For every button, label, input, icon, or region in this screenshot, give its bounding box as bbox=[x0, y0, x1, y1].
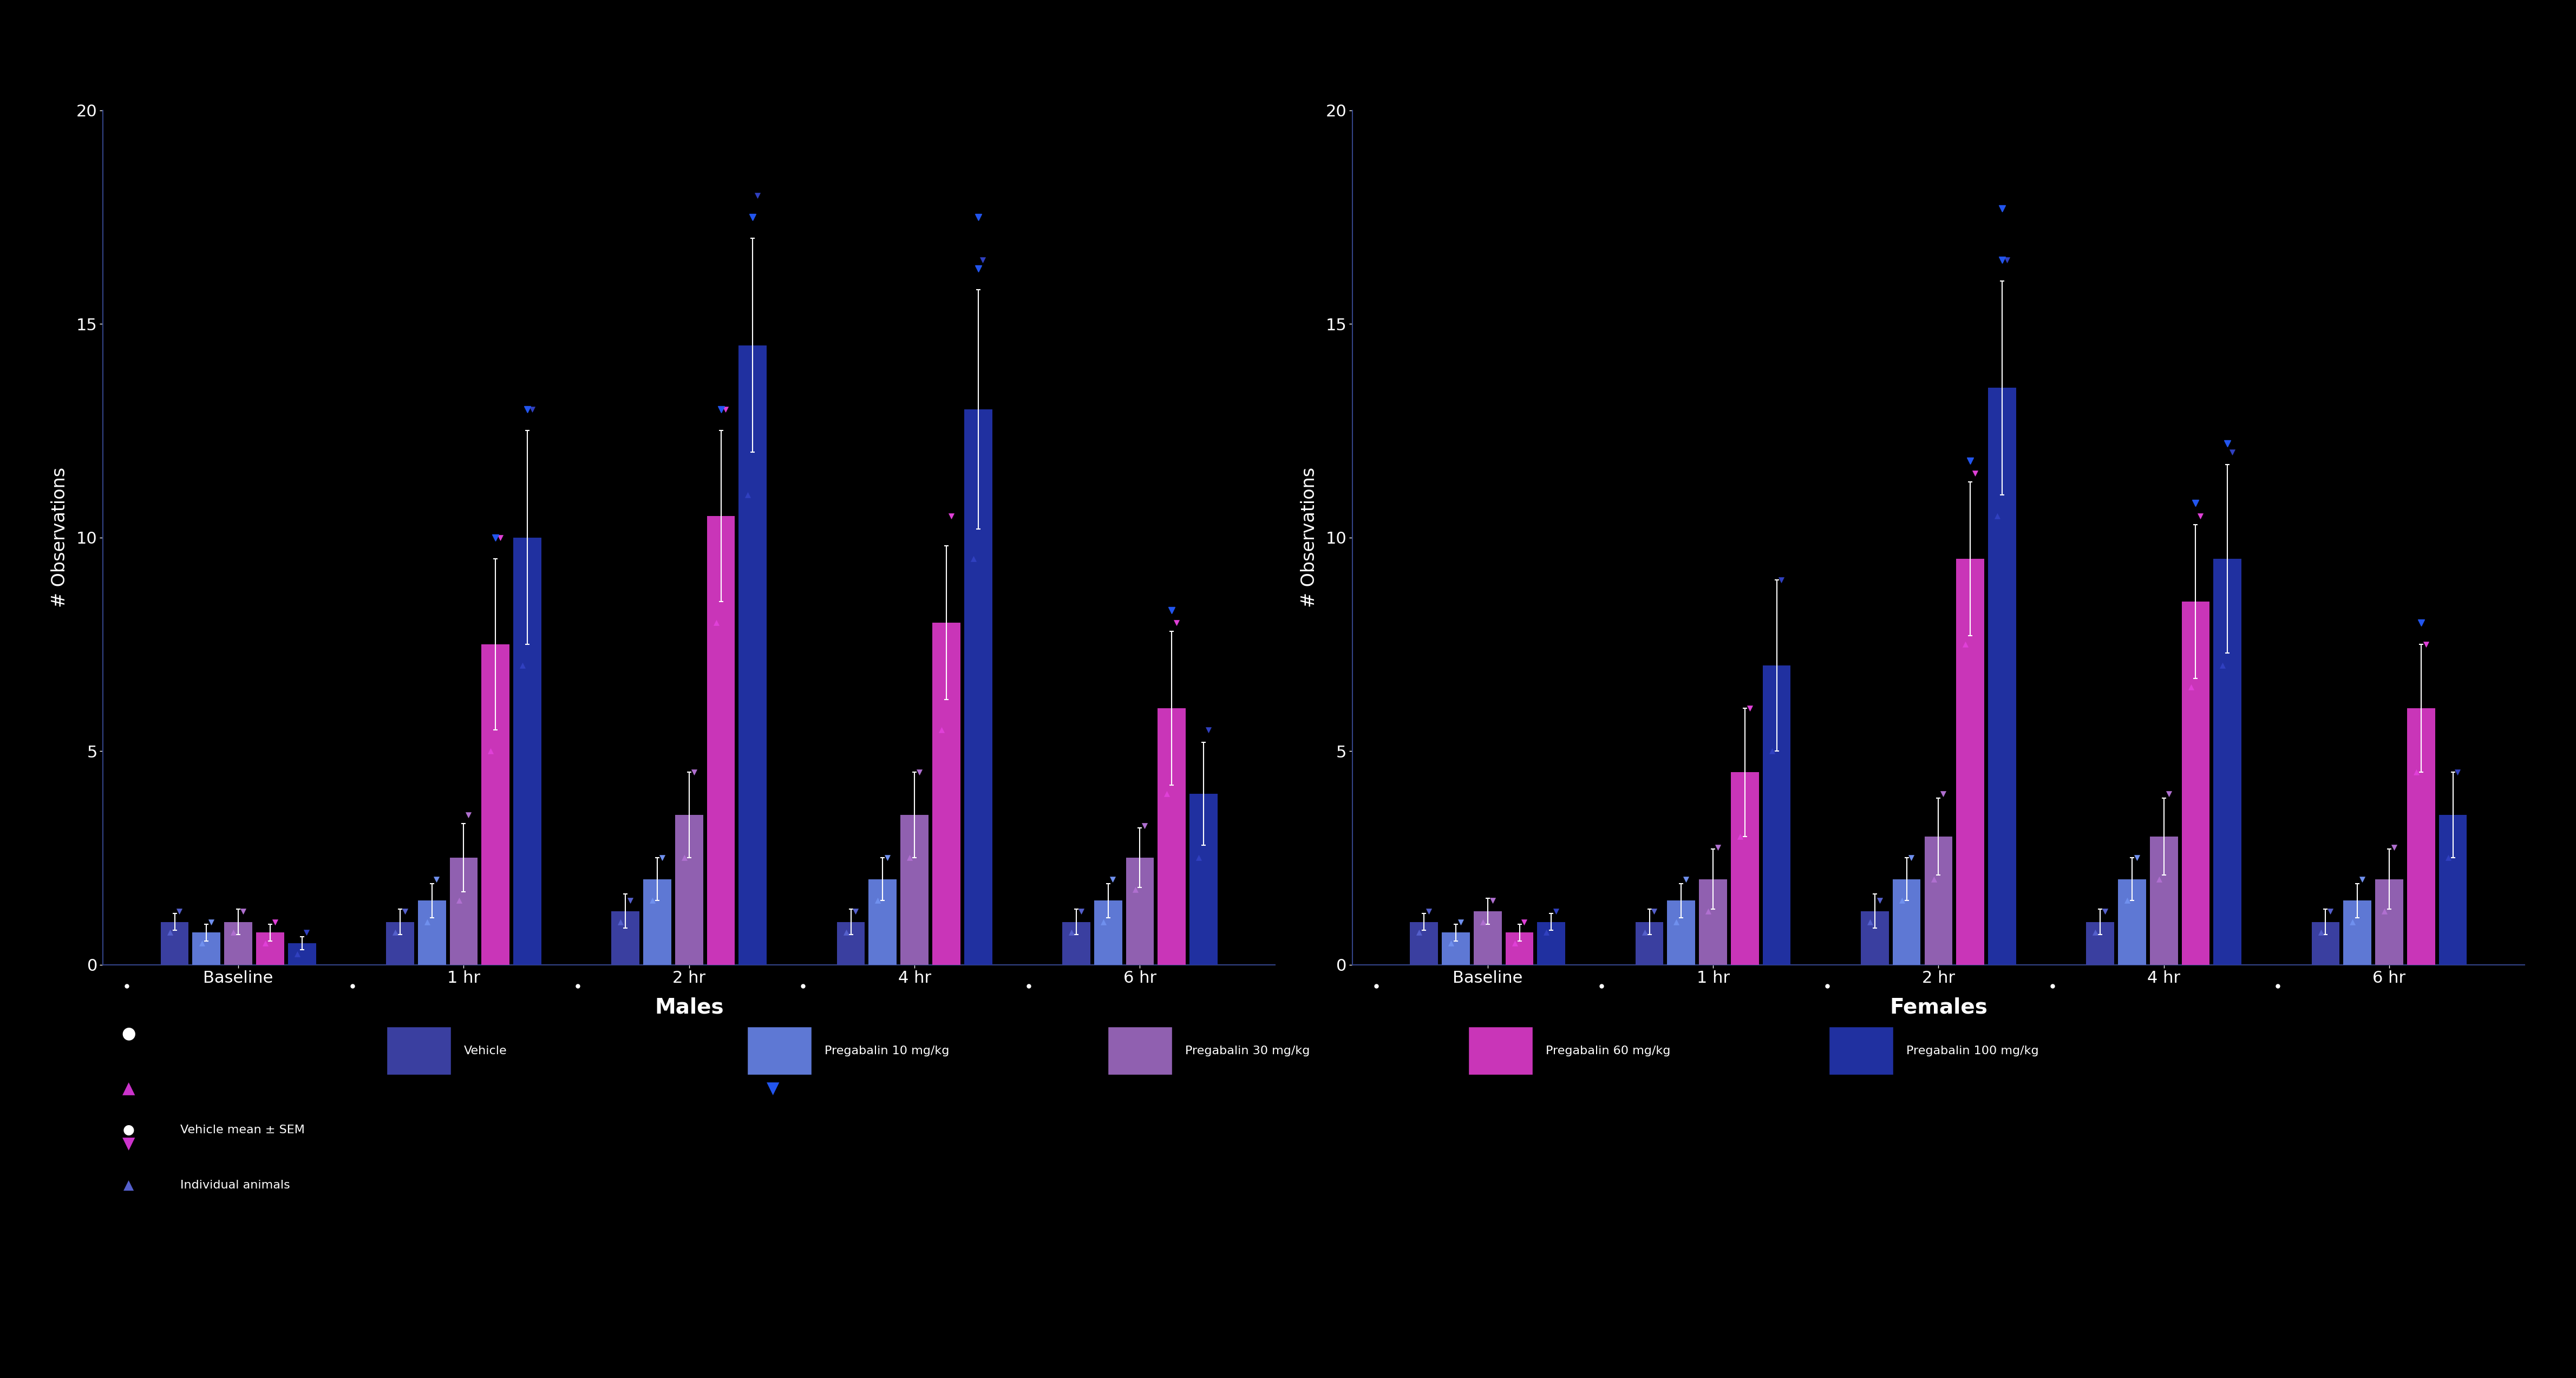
Bar bbox=[193, 933, 222, 965]
Bar bbox=[417, 901, 446, 965]
Bar bbox=[1157, 708, 1185, 965]
Bar bbox=[1893, 879, 1922, 965]
Text: Pregabalin 30 mg/kg: Pregabalin 30 mg/kg bbox=[1185, 1046, 1309, 1056]
Bar bbox=[1636, 922, 1664, 965]
Text: Pregabalin 60 mg/kg: Pregabalin 60 mg/kg bbox=[1546, 1046, 1669, 1056]
Text: ▲: ▲ bbox=[124, 1080, 134, 1097]
Bar bbox=[1061, 922, 1090, 965]
Bar bbox=[2439, 814, 2468, 965]
Text: ●: ● bbox=[121, 1025, 137, 1042]
Bar bbox=[2344, 901, 2372, 965]
Bar bbox=[1190, 794, 1218, 965]
Bar bbox=[289, 943, 317, 965]
Y-axis label: # Observations: # Observations bbox=[1301, 467, 1319, 608]
Bar bbox=[1473, 911, 1502, 965]
Text: ▼: ▼ bbox=[768, 1080, 778, 1097]
Bar bbox=[739, 344, 768, 965]
Bar bbox=[2087, 922, 2115, 965]
Bar bbox=[160, 922, 188, 965]
Text: Vehicle mean ± SEM: Vehicle mean ± SEM bbox=[180, 1124, 304, 1135]
Text: ▲: ▲ bbox=[768, 1025, 778, 1042]
Bar bbox=[1504, 933, 1533, 965]
Bar bbox=[706, 515, 734, 965]
Bar bbox=[255, 933, 283, 965]
Bar bbox=[902, 814, 927, 965]
Y-axis label: # Observations: # Observations bbox=[52, 467, 70, 608]
Bar bbox=[1095, 901, 1123, 965]
Bar bbox=[386, 922, 415, 965]
Bar bbox=[224, 922, 252, 965]
Bar bbox=[1667, 901, 1695, 965]
Bar bbox=[933, 623, 961, 965]
Bar bbox=[2311, 922, 2339, 965]
Bar bbox=[1538, 922, 1566, 965]
Bar bbox=[1700, 879, 1726, 965]
Bar bbox=[644, 879, 672, 965]
Bar bbox=[868, 879, 896, 965]
Bar bbox=[2406, 708, 2434, 965]
Bar bbox=[2182, 601, 2210, 965]
Bar bbox=[1126, 857, 1154, 965]
X-axis label: Females: Females bbox=[1888, 998, 1989, 1018]
Text: Pregabalin 100 mg/kg: Pregabalin 100 mg/kg bbox=[1906, 1046, 2038, 1056]
Bar bbox=[1860, 911, 1888, 965]
Text: Pregabalin 10 mg/kg: Pregabalin 10 mg/kg bbox=[824, 1046, 948, 1056]
Bar bbox=[1989, 387, 2017, 965]
Bar bbox=[513, 537, 541, 965]
Text: Individual animals: Individual animals bbox=[180, 1180, 291, 1191]
Bar bbox=[837, 922, 866, 965]
Text: ▼: ▼ bbox=[124, 1135, 134, 1152]
Text: ●: ● bbox=[124, 1123, 134, 1137]
Text: Vehicle: Vehicle bbox=[464, 1046, 507, 1056]
Bar bbox=[1762, 666, 1790, 965]
Bar bbox=[2213, 558, 2241, 965]
Bar bbox=[1409, 922, 1437, 965]
Bar bbox=[482, 644, 510, 965]
Bar bbox=[675, 814, 703, 965]
Bar bbox=[1443, 933, 1471, 965]
Bar bbox=[1731, 772, 1759, 965]
Text: ▲: ▲ bbox=[124, 1178, 134, 1192]
X-axis label: Males: Males bbox=[654, 998, 724, 1018]
Bar bbox=[2117, 879, 2146, 965]
Bar bbox=[2151, 836, 2177, 965]
Bar bbox=[1955, 558, 1984, 965]
Bar bbox=[963, 409, 992, 965]
Bar bbox=[451, 857, 477, 965]
Bar bbox=[1924, 836, 1953, 965]
Bar bbox=[2375, 879, 2403, 965]
Bar bbox=[611, 911, 639, 965]
